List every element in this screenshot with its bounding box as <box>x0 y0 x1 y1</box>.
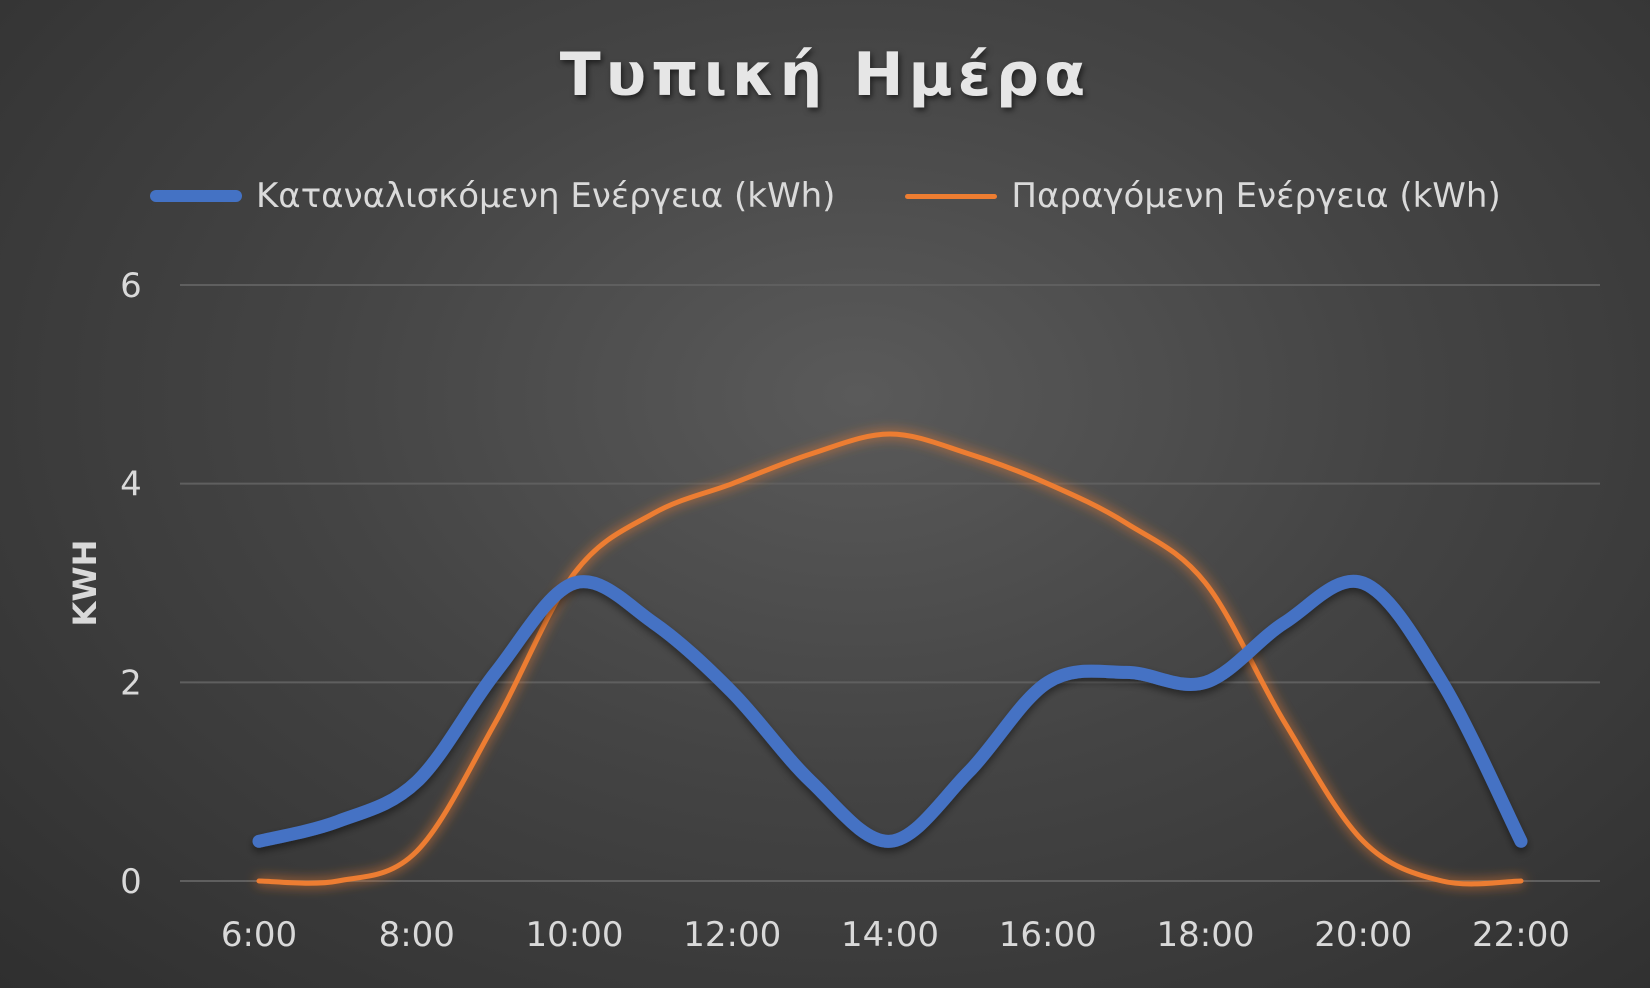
x-tick-label-5: 16:00 <box>999 915 1097 955</box>
x-tick-label-2: 10:00 <box>526 915 624 955</box>
y-tick-label-3: 6 <box>120 266 142 306</box>
x-axis-ticks: 6:00 8:00 10:00 12:00 14:00 16:00 18:00 20:00 22… <box>221 915 1570 955</box>
x-tick-label-6: 18:00 <box>1157 915 1255 955</box>
chart-title: Τυπική Ημέρα <box>559 40 1091 110</box>
grid <box>180 284 1600 882</box>
x-tick-label-1: 8:00 <box>379 915 455 955</box>
series-line-1 <box>256 431 1524 887</box>
y-axis-label: KWH <box>66 540 104 627</box>
legend-item-consumed: Καταναλισκόμενη Ενέργεια (kWh) <box>150 176 835 216</box>
legend-label-produced: Παραγόμενη Ενέργεια (kWh) <box>1011 176 1501 216</box>
legend-swatch-consumed <box>150 190 242 202</box>
y-tick-label-2: 4 <box>120 465 142 505</box>
series-layer <box>252 431 1528 887</box>
y-axis-ticks: 0 2 4 6 <box>120 266 142 902</box>
legend-swatch-produced <box>905 193 998 199</box>
legend: Καταναλισκόμενη Ενέργεια (kWh) Παραγόμεν… <box>150 172 1501 220</box>
x-tick-label-8: 22:00 <box>1472 915 1570 955</box>
legend-label-consumed: Καταναλισκόμενη Ενέργεια (kWh) <box>256 176 836 216</box>
y-tick-label-0: 0 <box>120 862 142 902</box>
x-tick-label-0: 6:00 <box>221 915 297 955</box>
series-line-0 <box>252 574 1528 848</box>
x-tick-label-3: 12:00 <box>683 915 781 955</box>
y-tick-label-1: 2 <box>120 663 142 703</box>
x-tick-label-4: 14:00 <box>841 915 939 955</box>
legend-item-produced: Παραγόμενη Ενέργεια (kWh) <box>905 176 1501 216</box>
x-tick-label-7: 20:00 <box>1314 915 1412 955</box>
